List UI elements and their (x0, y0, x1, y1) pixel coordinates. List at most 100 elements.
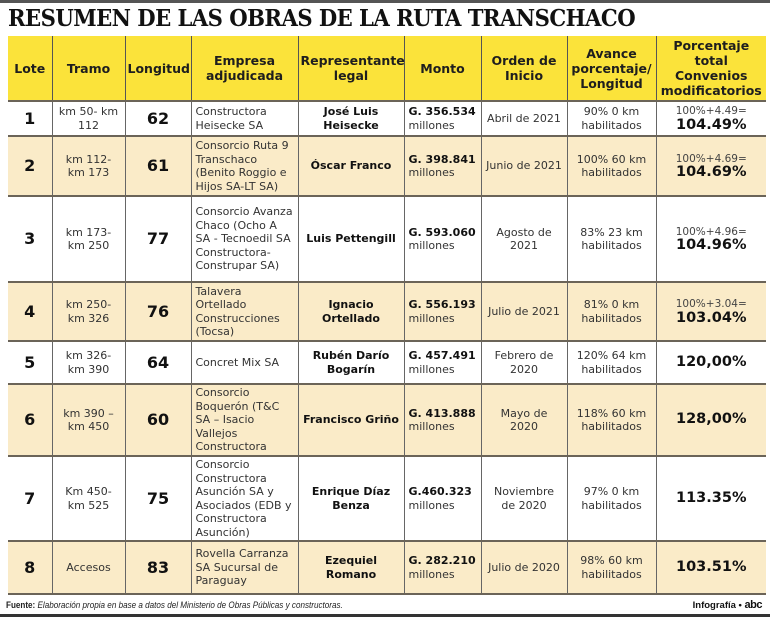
cell-monto: G. 457.491 millones (403, 340, 481, 384)
table-row: 3 km 173- km 250 77 Consorcio Avanza Cha… (8, 195, 766, 282)
page-title: RESUMEN DE LAS OBRAS DE LA RUTA TRANSCHA… (8, 5, 636, 32)
cell-orden: Junio de 2021 (480, 135, 567, 196)
table-row: 1 km 50- km 112 62 Constructora Heisecke… (8, 100, 766, 136)
cell-tramo: Km 450- km 525 (51, 455, 125, 541)
monto-amount: G. 282.210 (408, 554, 476, 567)
cell-porcentaje: 100%+4.69= 104.69% (655, 135, 766, 196)
cell-longitud: 77 (124, 195, 191, 282)
cell-porcentaje: 128,00% (655, 383, 766, 456)
cell-empresa: Consorcio Boquerón (T&C SA – Isacio Vall… (190, 383, 298, 456)
pct-formula: 100%+4.69= (675, 152, 747, 165)
cell-avance: 83% 23 km habilitados (566, 195, 656, 282)
cell-lote: 2 (8, 135, 52, 196)
cell-lote: 1 (8, 100, 52, 136)
cell-empresa: Consorcio Constructora Asunción SA y Aso… (190, 455, 298, 541)
cell-tramo: km 250- km 326 (51, 281, 125, 341)
cell-orden: Mayo de 2020 (480, 383, 567, 456)
cell-monto: G. 556.193 millones (403, 281, 481, 341)
cell-avance: 97% 0 km habilitados (566, 455, 656, 541)
cell-tramo: km 50- km 112 (51, 100, 125, 136)
cell-longitud: 60 (124, 383, 191, 456)
cell-porcentaje: 100%+4.49= 104.49% (655, 100, 766, 136)
header-representante: Representante legal (297, 36, 405, 101)
monto-amount: G. 556.193 (408, 298, 476, 311)
top-border (0, 0, 770, 3)
monto-unit: millones (408, 166, 455, 179)
header-monto: Monto (403, 36, 481, 101)
cell-monto: G. 398.841 millones (403, 135, 481, 196)
table-row: 8 Accesos 83 Rovella Carranza SA Sucursa… (8, 540, 766, 595)
cell-lote: 5 (8, 340, 52, 384)
cell-avance: 81% 0 km habilitados (566, 281, 656, 341)
monto-amount: G. 593.060 (408, 225, 476, 239)
obras-table: Lote Tramo Longitud Empresa adjudicada R… (8, 36, 766, 595)
table-row: 2 km 112- km 173 61 Consorcio Ruta 9 Tra… (8, 135, 766, 196)
cell-empresa: Concret Mix SA (190, 340, 298, 384)
monto-unit: millones (408, 362, 455, 376)
cell-porcentaje: 100%+3.04= 103.04% (655, 281, 766, 341)
cell-empresa: Consorcio Avanza Chaco (Ocho A SA - Tecn… (190, 195, 298, 282)
cell-monto: G. 413.888 millones (403, 383, 481, 456)
cell-porcentaje: 100%+4.96= 104.96% (655, 195, 766, 282)
monto-amount: G. 413.888 (408, 406, 476, 420)
monto-amount: G. 457.491 (408, 349, 476, 362)
cell-porcentaje: 120,00% (655, 340, 766, 384)
cell-avance: 120% 64 km habilitados (566, 340, 656, 384)
cell-empresa: Constructora Heisecke SA (190, 100, 298, 136)
cell-longitud: 76 (124, 281, 191, 341)
pct-formula: 100%+4.49= (675, 105, 747, 117)
cell-representante: Francisco Griño (297, 383, 404, 456)
header-longitud: Longitud (124, 36, 191, 101)
monto-amount: G.460.323 (408, 485, 472, 498)
cell-monto: G.460.323 millones (403, 455, 481, 541)
cell-longitud: 75 (124, 455, 191, 541)
pct-total: 104.49% (676, 116, 747, 133)
header-tramo: Tramo (51, 36, 125, 101)
cell-tramo: km 173- km 250 (51, 195, 125, 282)
monto-unit: millones (408, 239, 455, 252)
pct-total: 113.35% (676, 489, 747, 506)
cell-avance: 90% 0 km habilitados (566, 100, 656, 136)
cell-orden: Agosto de 2021 (480, 195, 567, 282)
cell-orden: Julio de 2020 (480, 540, 567, 595)
credit-label: Infografía • (692, 600, 742, 611)
header-orden: Orden de Inicio (480, 36, 567, 101)
monto-amount: G. 398.841 (408, 152, 476, 166)
cell-representante: Luis Pettengill (297, 195, 404, 282)
source-label: Fuente: (6, 600, 36, 610)
pct-total: 120,00% (676, 353, 747, 370)
cell-tramo: Accesos (51, 540, 125, 595)
header-porcentaje: Porcentaje total Convenios modificatorio… (655, 36, 766, 101)
cell-orden: Julio de 2021 (480, 281, 567, 341)
cell-lote: 8 (8, 540, 52, 595)
monto-unit: millones (408, 567, 455, 581)
source-text: Elaboración propia en base a datos del M… (37, 600, 343, 610)
table-row: 4 km 250- km 326 76 Talavera Ortellado C… (8, 281, 766, 341)
cell-empresa: Consorcio Ruta 9 Transchaco (Benito Rogg… (190, 135, 298, 196)
cell-tramo: km 112- km 173 (51, 135, 125, 196)
cell-longitud: 64 (124, 340, 191, 384)
cell-representante: Rubén Darío Bogarín (297, 340, 404, 384)
cell-empresa: Rovella Carranza SA Sucursal de Paraguay (190, 540, 298, 595)
monto-amount: G. 356.534 (408, 105, 476, 118)
cell-longitud: 62 (124, 100, 191, 136)
header-empresa: Empresa adjudicada (190, 36, 298, 101)
pct-total: 103.51% (676, 558, 747, 575)
cell-monto: G. 356.534 millones (403, 100, 481, 136)
cell-monto: G. 282.210 millones (403, 540, 481, 595)
cell-lote: 6 (8, 383, 52, 456)
table-row: 6 km 390 – km 450 60 Consorcio Boquerón … (8, 383, 766, 456)
cell-tramo: km 390 – km 450 (51, 383, 125, 456)
pct-total: 104.69% (676, 164, 747, 180)
cell-longitud: 83 (124, 540, 191, 595)
bottom-border (0, 614, 770, 617)
pct-formula: 100%+4.96= (675, 225, 747, 238)
cell-orden: Abril de 2021 (480, 100, 567, 136)
cell-longitud: 61 (124, 135, 191, 196)
monto-unit: millones (408, 498, 455, 512)
pct-formula: 100%+3.04= (675, 298, 747, 310)
cell-representante: Óscar Franco (297, 135, 404, 196)
header-avance: Avance porcentaje/ Longitud (566, 36, 656, 101)
cell-empresa: Talavera Ortellado Construcciones (Tocsa… (190, 281, 298, 341)
cell-lote: 3 (8, 195, 52, 282)
